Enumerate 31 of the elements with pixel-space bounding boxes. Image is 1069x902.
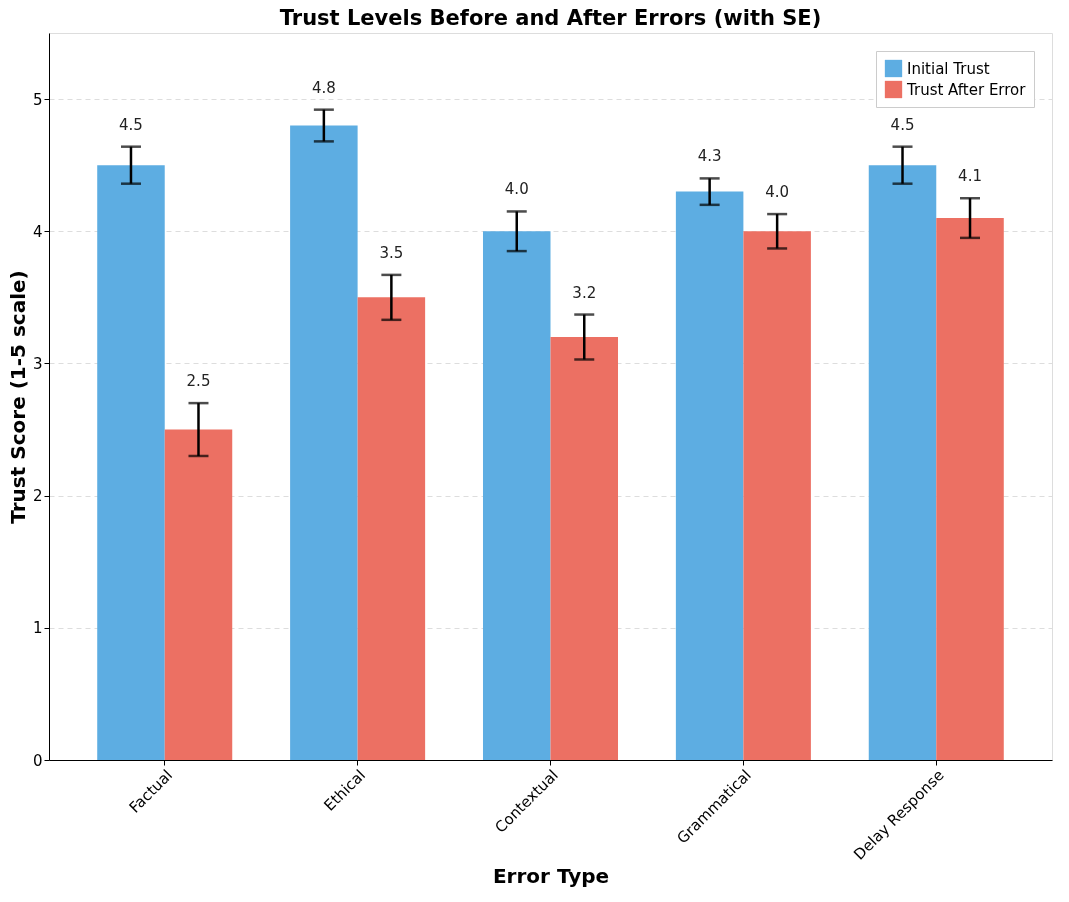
data-label: 3.5	[379, 243, 404, 262]
y-axis-title: Trust Score (1-5 scale)	[5, 270, 30, 524]
bar	[290, 125, 358, 760]
bar	[936, 218, 1004, 760]
data-label: 2.5	[186, 372, 211, 391]
y-tick-label: 5	[32, 90, 43, 109]
data-label: 4.5	[119, 115, 143, 134]
y-tick-label: 1	[32, 619, 43, 638]
y-tick-label: 2	[32, 487, 43, 506]
chart-title: Trust Levels Before and After Errors (with SE)	[279, 6, 822, 30]
data-label: 4.5	[890, 115, 915, 134]
bar	[97, 165, 165, 760]
data-label: 4.8	[311, 78, 336, 97]
bar	[164, 429, 233, 760]
y-tick-label: 4	[32, 222, 43, 241]
data-label: 4.3	[697, 147, 722, 166]
bar	[357, 297, 426, 760]
data-label: 3.2	[572, 283, 597, 302]
bar	[675, 191, 744, 760]
data-label: 4.0	[765, 183, 790, 202]
data-label: 4.1	[958, 167, 982, 186]
y-tick-label: 0	[32, 751, 43, 770]
data-label: 4.0	[504, 180, 529, 199]
bar	[550, 337, 619, 760]
legend-label: Initial Trust	[907, 59, 990, 78]
bar	[743, 231, 811, 760]
x-axis-title: Error Type	[492, 863, 610, 888]
y-tick-label: 3	[32, 354, 43, 373]
bar	[868, 165, 937, 760]
legend-label: Trust After Error	[906, 80, 1027, 99]
bar	[482, 231, 551, 760]
